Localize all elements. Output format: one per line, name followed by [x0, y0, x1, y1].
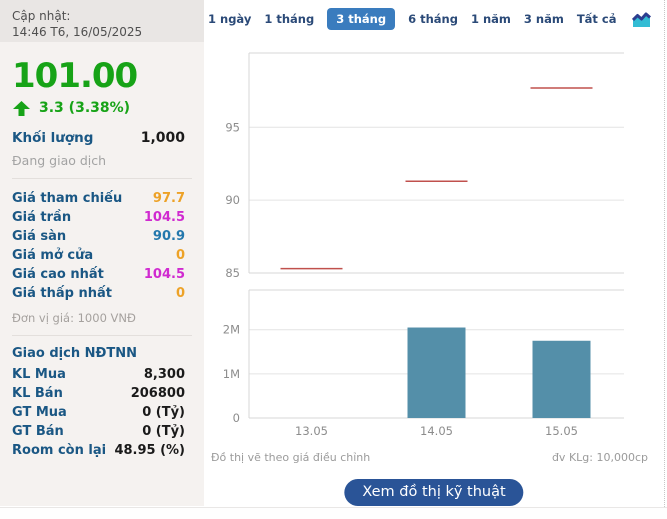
update-header: Cập nhật: 14:46 T6, 16/05/2025 — [0, 0, 204, 42]
row-value: 48.95 (%) — [114, 443, 185, 458]
price-chart: 85 90 95 — [225, 52, 624, 280]
price-change: 3.3 (3.38%) — [39, 100, 131, 116]
chart-panel: 1 ngày 1 tháng 3 tháng 6 tháng 1 năm 3 n… — [204, 0, 665, 507]
quote-panel: Cập nhật: 14:46 T6, 16/05/2025 101.00 3.… — [0, 0, 204, 506]
tab-1-nam[interactable]: 1 năm — [470, 12, 511, 26]
tab-1-thang[interactable]: 1 tháng — [264, 12, 315, 26]
foreign-row-buy-value: GT Mua 0 (Tỷ) — [0, 403, 204, 422]
updated-time: 14:46 T6, 16/05/2025 — [12, 25, 143, 40]
volume-chart: 0 1M 2M 13.05 14.05 15.05 — [223, 289, 624, 438]
row-value: 90.9 — [152, 229, 185, 244]
trading-status: Đang giao dịch — [12, 153, 107, 168]
updated-label: Cập nhật: — [12, 9, 71, 23]
foreign-trading-header: Giao dịch NĐTNN — [12, 346, 138, 361]
row-label: Giá cao nhất — [12, 267, 104, 282]
area-chart-icon[interactable] — [631, 11, 651, 28]
quote-row-ceiling: Giá trần 104.5 — [0, 208, 204, 227]
quote-row-reference: Giá tham chiếu 97.7 — [0, 189, 204, 208]
row-value: 206800 — [130, 386, 185, 401]
divider — [12, 178, 192, 179]
foreign-row-sell-volume: KL Bán 206800 — [0, 384, 204, 403]
quote-row-open: Giá mở cửa 0 — [0, 246, 204, 265]
quote-row-floor: Giá sàn 90.9 — [0, 227, 204, 246]
technical-chart-button[interactable]: Xem đồ thị kỹ thuật — [344, 479, 524, 506]
svg-text:85: 85 — [225, 266, 240, 280]
tab-3-nam[interactable]: 3 năm — [523, 12, 564, 26]
row-value: 0 (Tỷ) — [142, 424, 185, 439]
tab-6-thang[interactable]: 6 tháng — [408, 12, 458, 26]
svg-text:14.05: 14.05 — [420, 424, 453, 438]
divider — [12, 335, 192, 336]
row-value: 0 (Tỷ) — [142, 405, 185, 420]
svg-text:0: 0 — [233, 411, 240, 425]
price-change-row: 3.3 (3.38%) — [13, 100, 204, 116]
volume-row: Khối lượng 1,000 — [0, 128, 204, 148]
row-label: KL Bán — [12, 386, 63, 401]
quote-row-high: Giá cao nhất 104.5 — [0, 265, 204, 284]
adjusted-price-note: Đồ thị vẽ theo giá điều chỉnh — [211, 451, 371, 464]
bottom-divider — [0, 507, 667, 519]
up-arrow-icon — [13, 100, 30, 116]
row-label: Giá sàn — [12, 229, 67, 244]
last-price: 101.00 — [12, 56, 138, 96]
row-label: Giá mở cửa — [12, 248, 94, 263]
tab-tat-ca[interactable]: Tất cả — [576, 12, 617, 26]
svg-text:90: 90 — [225, 193, 240, 207]
row-value: 8,300 — [143, 367, 185, 382]
volume-label: Khối lượng — [12, 130, 94, 146]
volume-unit-note: đv KLg: 10,000cp — [551, 451, 648, 464]
row-value: 0 — [175, 248, 185, 263]
svg-text:13.05: 13.05 — [295, 424, 328, 438]
row-label: GT Mua — [12, 405, 67, 420]
foreign-row-sell-value: GT Bán 0 (Tỷ) — [0, 422, 204, 441]
quote-row-low: Giá thấp nhất 0 — [0, 284, 204, 303]
foreign-row-room-left: Room còn lại 48.95 (%) — [0, 441, 204, 460]
svg-text:15.05: 15.05 — [545, 424, 578, 438]
volume-value: 1,000 — [140, 130, 185, 146]
tab-1-ngay[interactable]: 1 ngày — [208, 12, 252, 26]
row-label: Giá tham chiếu — [12, 191, 123, 206]
row-label: Giá thấp nhất — [12, 286, 112, 301]
row-label: Room còn lại — [12, 443, 107, 458]
row-label: Giá trần — [12, 210, 72, 225]
row-value: 97.7 — [152, 191, 185, 206]
foreign-row-buy-volume: KL Mua 8,300 — [0, 365, 204, 384]
row-value: 104.5 — [143, 210, 185, 225]
svg-text:95: 95 — [225, 120, 240, 134]
row-value: 0 — [175, 286, 185, 301]
price-unit-note: Đơn vị giá: 1000 VNĐ — [12, 311, 136, 325]
row-label: KL Mua — [12, 367, 66, 382]
svg-text:2M: 2M — [223, 323, 240, 337]
row-value: 104.5 — [143, 267, 185, 282]
tab-3-thang[interactable]: 3 tháng — [327, 8, 396, 30]
timeframe-tabs: 1 ngày 1 tháng 3 tháng 6 tháng 1 năm 3 n… — [208, 8, 651, 30]
svg-text:1M: 1M — [223, 367, 240, 381]
row-label: GT Bán — [12, 424, 64, 439]
